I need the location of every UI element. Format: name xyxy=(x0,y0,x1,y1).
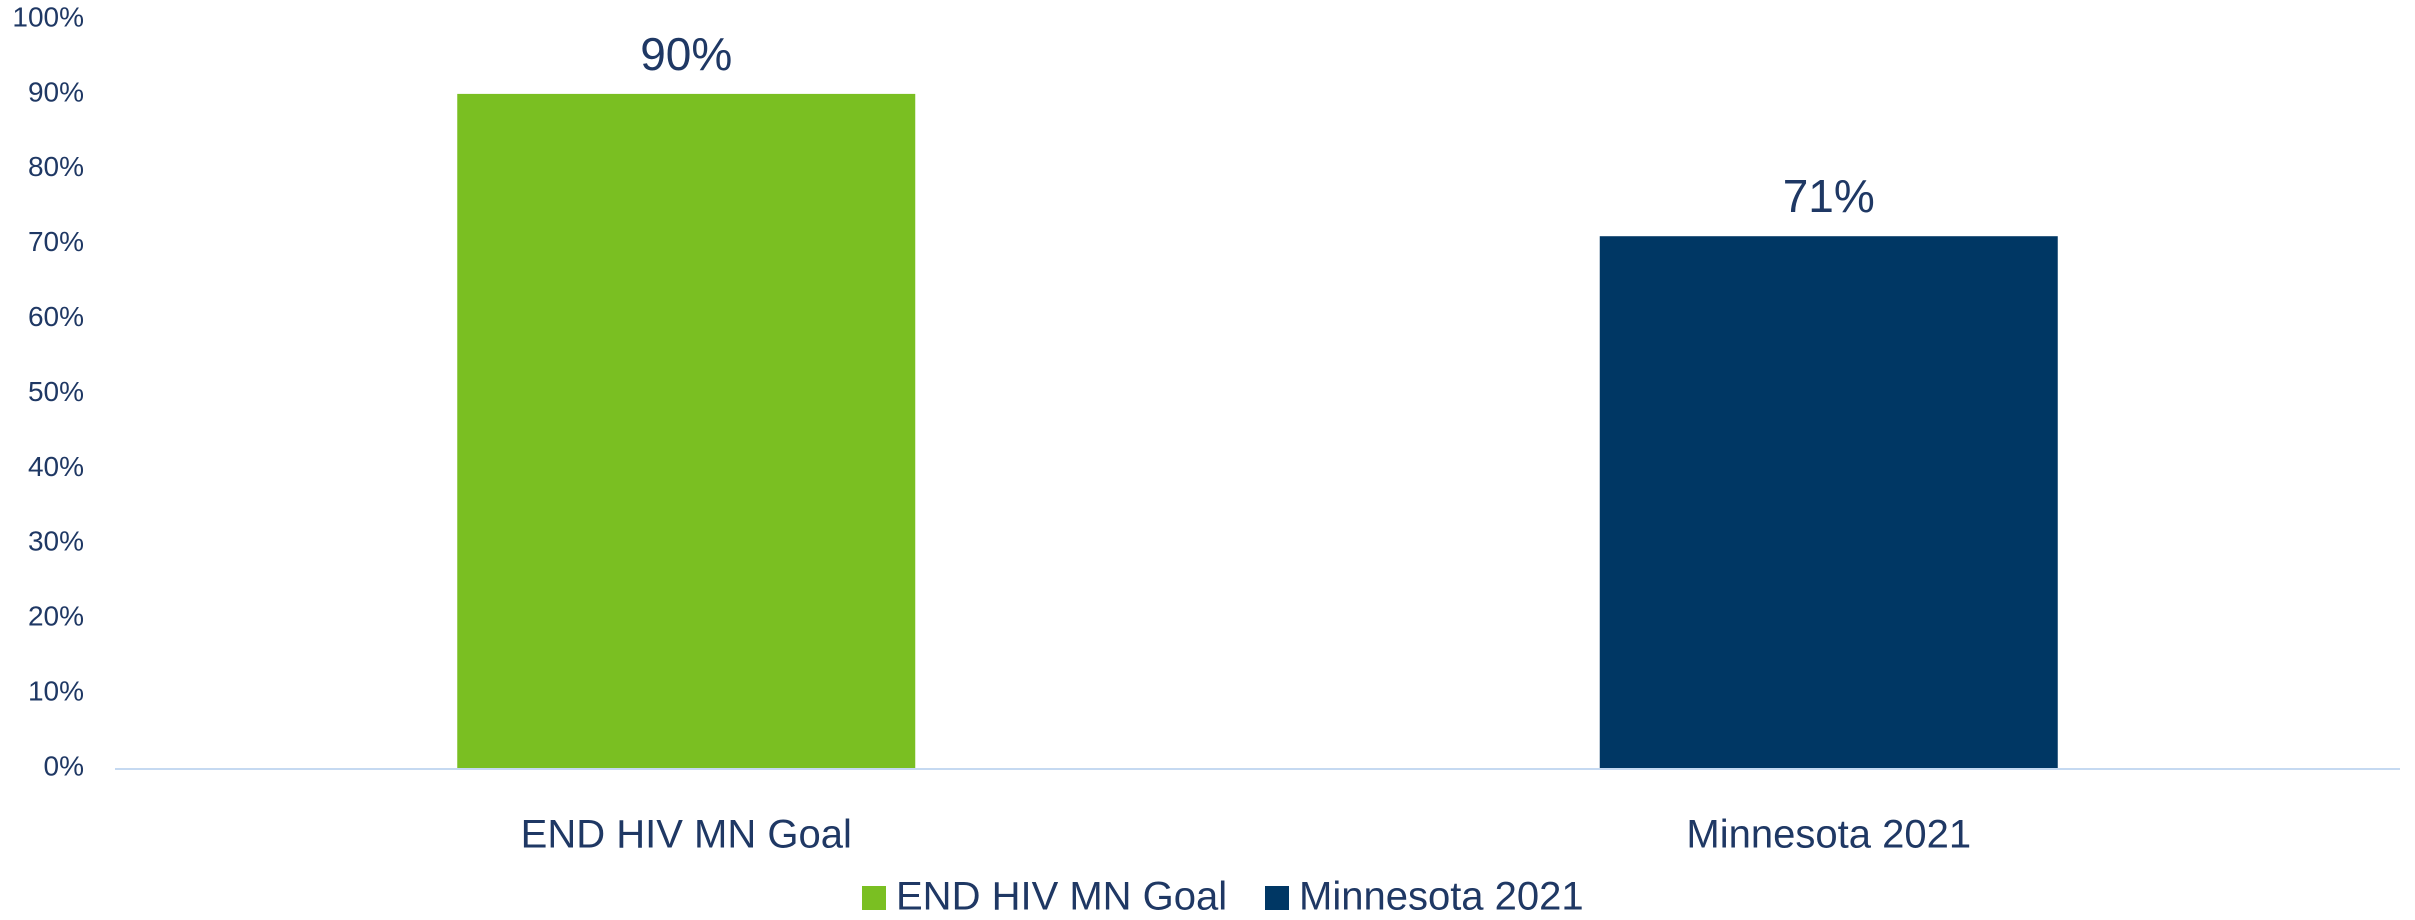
data-label: 90% xyxy=(640,28,732,80)
legend-swatch xyxy=(1265,886,1289,910)
bars-group xyxy=(457,93,2058,768)
y-tick-label: 70% xyxy=(28,226,84,257)
x-axis-labels: END HIV MN Goal Minnesota 2021 xyxy=(521,813,1971,857)
legend-label: Minnesota 2021 xyxy=(1299,875,1584,919)
y-tick-label: 10% xyxy=(28,675,84,706)
y-tick-label: 50% xyxy=(28,376,84,407)
x-tick-label: Minnesota 2021 xyxy=(1686,813,1971,857)
y-tick-label: 20% xyxy=(28,601,84,632)
legend-label: END HIV MN Goal xyxy=(896,875,1227,919)
y-axis-ticks: 0% 10% 20% 30% 40% 50% 60% 70% 80% 90% 100% xyxy=(12,1,84,781)
bar xyxy=(1599,236,2058,768)
y-tick-label: 0% xyxy=(44,750,84,781)
y-tick-label: 80% xyxy=(28,151,84,182)
y-tick-label: 60% xyxy=(28,301,84,332)
bar xyxy=(457,93,916,768)
y-tick-label: 90% xyxy=(28,76,84,107)
y-tick-label: 100% xyxy=(12,1,84,32)
x-tick-label: END HIV MN Goal xyxy=(521,813,852,857)
legend-swatch xyxy=(862,886,886,910)
y-tick-label: 40% xyxy=(28,451,84,482)
legend: END HIV MN Goal Minnesota 2021 xyxy=(862,875,1584,919)
data-label: 71% xyxy=(1783,170,1875,222)
data-labels-group: 90% 71% xyxy=(640,28,1875,222)
y-tick-label: 30% xyxy=(28,526,84,557)
